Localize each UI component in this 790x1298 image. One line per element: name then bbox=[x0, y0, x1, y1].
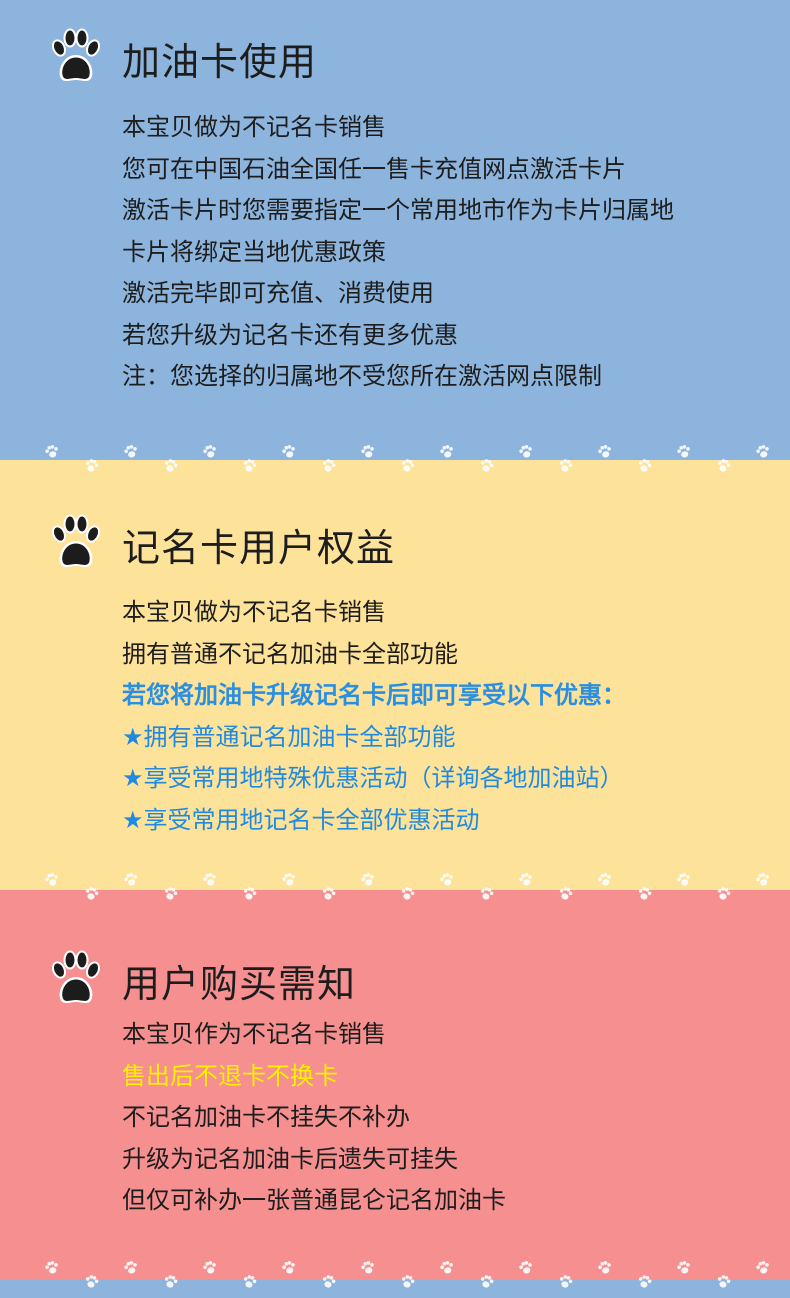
info-line: 升级为记名加油卡后遗失可挂失 bbox=[122, 1144, 458, 1173]
info-list: 本宝贝做为不记名卡销售 拥有普通不记名加油卡全部功能 若您将加油卡升级记名卡后即… bbox=[122, 592, 626, 841]
paw-print-icon bbox=[48, 514, 104, 574]
section-heading: 用户购买需知 bbox=[48, 948, 356, 1012]
info-line: 但仅可补办一张普通昆仑记名加油卡 bbox=[122, 1186, 506, 1214]
section-title: 加油卡使用 bbox=[122, 39, 318, 84]
highlight-line: 若您将加油卡升级记名卡后即可享受以下优惠： bbox=[122, 681, 626, 709]
info-line: 卡片将绑定当地优惠政策 bbox=[122, 237, 386, 266]
warning-line: 售出后不退卡不换卡 bbox=[122, 1061, 338, 1090]
info-line: 本宝贝做为不记名卡销售 bbox=[122, 113, 386, 141]
benefit-item: ★拥有普通记名加油卡全部功能 bbox=[122, 722, 456, 751]
section-heading: 记名卡用户权益 bbox=[48, 512, 395, 576]
info-line: 激活卡片时您需要指定一个常用地市作为卡片归属地 bbox=[122, 196, 674, 224]
info-line: 本宝贝作为不记名卡销售 bbox=[122, 1020, 386, 1048]
paw-print-icon bbox=[48, 950, 104, 1010]
section-heading: 加油卡使用 bbox=[48, 26, 317, 90]
info-line: 不记名加油卡不挂失不补办 bbox=[122, 1103, 410, 1131]
paw-print-icon bbox=[48, 28, 104, 88]
info-line: 本宝贝做为不记名卡销售 bbox=[122, 598, 386, 626]
info-line: 您可在中国石油全国任一售卡充值网点激活卡片 bbox=[122, 154, 626, 183]
info-list: 本宝贝作为不记名卡销售 售出后不退卡不换卡 不记名加油卡不挂失不补办 升级为记名… bbox=[122, 1014, 506, 1222]
info-list: 本宝贝做为不记名卡销售 您可在中国石油全国任一售卡充值网点激活卡片 激活卡片时您… bbox=[122, 107, 674, 398]
benefit-item: ★享受常用地特殊优惠活动（详询各地加油站） bbox=[122, 764, 624, 792]
section-purchase-notice: 用户购买需知 本宝贝作为不记名卡销售 售出后不退卡不换卡 不记名加油卡不挂失不补… bbox=[0, 890, 790, 1280]
section-registered-card-benefits: 记名卡用户权益 本宝贝做为不记名卡销售 拥有普通不记名加油卡全部功能 若您将加油… bbox=[0, 460, 790, 890]
section-card-usage: 加油卡使用 本宝贝做为不记名卡销售 您可在中国石油全国任一售卡充值网点激活卡片 … bbox=[0, 0, 790, 460]
info-line: 若您升级为记名卡还有更多优惠 bbox=[122, 320, 458, 349]
info-line: 注：您选择的归属地不受您所在激活网点限制 bbox=[122, 362, 602, 390]
section-title: 用户购买需知 bbox=[122, 961, 357, 1006]
info-line: 拥有普通不记名加油卡全部功能 bbox=[122, 639, 458, 668]
info-line: 激活完毕即可充值、消费使用 bbox=[122, 279, 434, 307]
benefit-item: ★享受常用地记名卡全部优惠活动 bbox=[122, 805, 480, 834]
section-title: 记名卡用户权益 bbox=[122, 525, 396, 570]
